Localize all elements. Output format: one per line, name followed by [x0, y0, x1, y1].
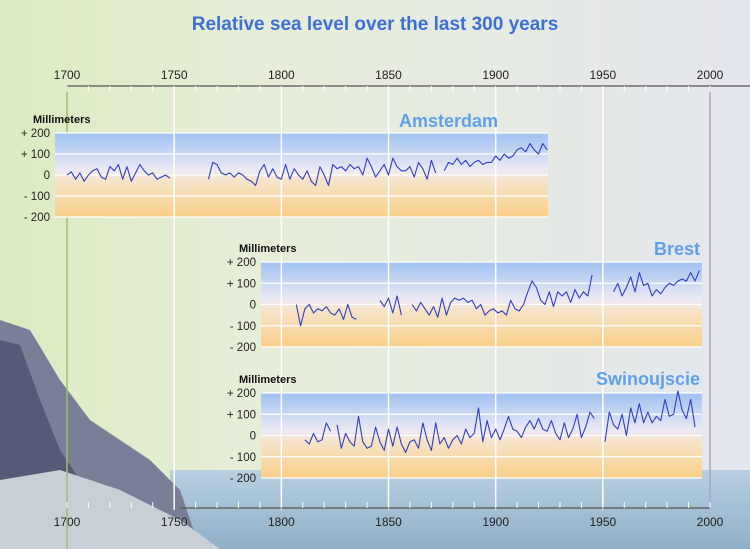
x-tick-label-top: 2000 — [697, 68, 724, 82]
series-line-swinoujscie — [336, 407, 595, 454]
x-tick-label-bottom: 1800 — [268, 515, 295, 529]
panel-label: Brest — [654, 239, 700, 259]
x-tick-label-bottom: 2000 — [697, 515, 724, 529]
panel-swinoujscie: + 200 + 100 0 - 100 - 200 Millimeters Swinoujs… — [227, 369, 702, 485]
y-tick-label: - 200 — [230, 473, 256, 485]
y-tick-label: + 100 — [227, 409, 256, 421]
cliff-shadow — [0, 340, 110, 500]
y-tick-label: - 200 — [24, 212, 50, 224]
panel-label: Swinoujscie — [596, 369, 700, 389]
series-line-amsterdam — [443, 142, 548, 172]
y-tick-label: 0 — [250, 431, 256, 443]
series-line-brest — [295, 303, 357, 327]
x-tick-label-bottom: 1850 — [375, 515, 402, 529]
series-line-swinoujscie — [604, 390, 696, 442]
beach — [0, 470, 220, 549]
y-axis-label: Millimeters — [33, 114, 90, 126]
series-line-brest — [379, 295, 402, 316]
x-tick-label-bottom: 1950 — [589, 515, 616, 529]
series-line-amsterdam — [66, 163, 171, 182]
panel-brest: + 200 + 100 0 - 100 - 200 Millimeters Brest — [227, 239, 702, 354]
y-tick-label: + 100 — [227, 278, 256, 290]
x-tick-label-top: 1850 — [375, 68, 402, 82]
y-tick-label: + 200 — [227, 257, 256, 269]
y-tick-label: + 200 — [227, 388, 256, 400]
y-tick-label: 0 — [250, 300, 256, 312]
x-tick-label-top: 1750 — [161, 68, 188, 82]
y-tick-label: - 100 — [24, 191, 50, 203]
y-axis-label: Millimeters — [239, 374, 296, 386]
x-tick-label-bottom: 1900 — [482, 515, 509, 529]
panel-amsterdam: + 200 + 100 0 - 100 - 200 Millimeters Amsterda… — [21, 111, 548, 224]
series-line-swinoujscie — [304, 422, 332, 445]
x-tick-label-top: 1800 — [268, 68, 295, 82]
y-tick-label: - 100 — [230, 321, 256, 333]
panel-label: Amsterdam — [399, 111, 498, 131]
x-tick-label-top: 1700 — [54, 68, 81, 82]
chart-title: Relative sea level over the last 300 yea… — [192, 14, 559, 35]
y-tick-label: + 200 — [21, 128, 50, 140]
series-line-brest — [411, 274, 593, 318]
y-tick-label: - 100 — [230, 452, 256, 464]
series-line-brest — [613, 270, 700, 297]
x-tick-label-bottom: 1750 — [161, 515, 188, 529]
x-tick-label-top: 1950 — [589, 68, 616, 82]
y-tick-label: + 100 — [21, 149, 50, 161]
sea — [170, 470, 750, 549]
y-tick-label: 0 — [44, 170, 50, 182]
y-axis-label: Millimeters — [239, 243, 296, 255]
series-line-amsterdam — [207, 157, 437, 187]
y-tick-label: - 200 — [230, 342, 256, 354]
x-tick-label-top: 1900 — [482, 68, 509, 82]
